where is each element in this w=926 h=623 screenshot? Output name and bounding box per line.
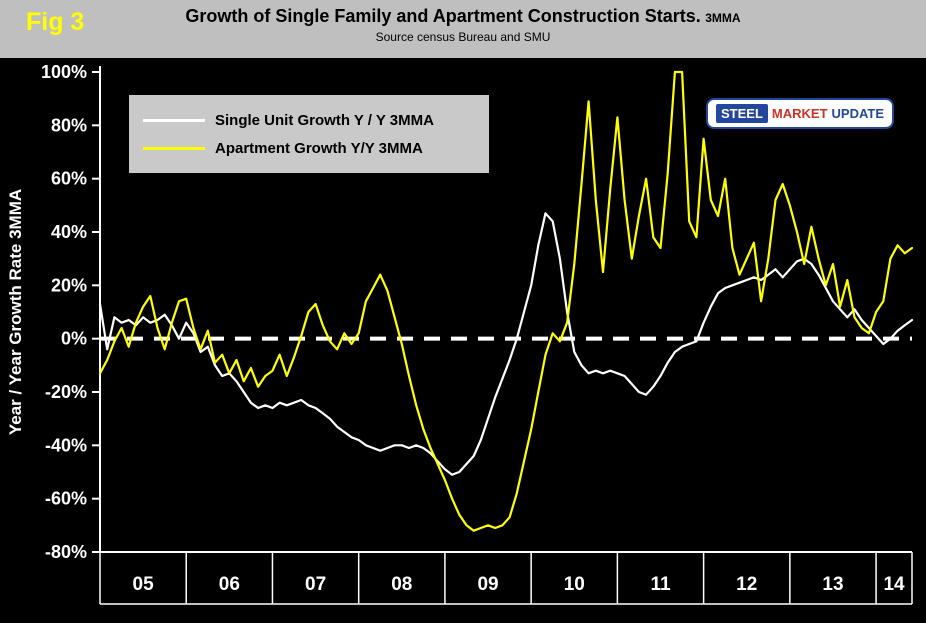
legend-label-apartment: Apartment Growth Y/Y 3MMA bbox=[215, 139, 423, 157]
logo-word-market: MARKET bbox=[771, 106, 828, 121]
y-axis-tick-label: 40% bbox=[51, 222, 87, 242]
logo-word-steel: STEEL bbox=[716, 104, 768, 123]
y-axis-tick-label: -60% bbox=[45, 489, 87, 509]
chart-region: 100% 80% 60% 40% 20% 0% -20% -40% -60% -80% 05 06 07… bbox=[0, 58, 926, 623]
y-axis-tick-label: 60% bbox=[51, 169, 87, 189]
fig-label: Fig 3 bbox=[26, 8, 85, 36]
legend-label-single-unit: Single Unit Growth Y / Y 3MMA bbox=[215, 111, 434, 129]
steel-market-update-logo: STEEL MARKET UPDATE bbox=[706, 98, 894, 129]
legend: Single Unit Growth Y / Y 3MMA Apartment … bbox=[128, 94, 490, 174]
legend-item-single-unit: Single Unit Growth Y / Y 3MMA bbox=[143, 106, 475, 134]
chart-subtitle: Source census Bureau and SMU bbox=[375, 30, 551, 44]
y-axis-tick-label: 20% bbox=[51, 275, 87, 295]
chart-canvas: 100% 80% 60% 40% 20% 0% -20% -40% -60% -80% 05 06 07… bbox=[41, 62, 914, 605]
single-unit-growth-line bbox=[98, 212, 914, 476]
y-axis-tick-label: 100% bbox=[41, 62, 87, 82]
y-axis-tick-label: -80% bbox=[45, 542, 87, 562]
x-axis-year-label: 07 bbox=[305, 574, 326, 595]
x-axis-year-label: 05 bbox=[133, 574, 155, 595]
chart-title: Growth of Single Family and Apartment Co… bbox=[185, 6, 701, 26]
y-axis-tick-label: 0% bbox=[61, 329, 87, 349]
y-axis-tick-label: 80% bbox=[51, 115, 87, 135]
chart-header: Fig 3 Growth of Single Family and Apartm… bbox=[0, 0, 926, 58]
y-axis-tick-label: -40% bbox=[45, 435, 87, 455]
x-axis-year-label: 11 bbox=[650, 574, 671, 595]
x-axis-year-label: 10 bbox=[564, 574, 585, 595]
title-block: Growth of Single Family and Apartment Co… bbox=[0, 6, 926, 44]
x-axis-year-label: 13 bbox=[822, 574, 843, 595]
y-axis-tick-label: -20% bbox=[45, 382, 87, 402]
logo-word-update: UPDATE bbox=[831, 106, 884, 121]
x-axis-year-label: 09 bbox=[477, 574, 498, 595]
apartment-growth-line bbox=[98, 70, 914, 532]
x-axis-year-label: 12 bbox=[736, 574, 757, 595]
apartment-line-swatch bbox=[143, 146, 205, 150]
single-unit-line-swatch bbox=[143, 118, 205, 122]
x-axis-year-label: 06 bbox=[219, 574, 240, 595]
chart-title-suffix: 3MMA bbox=[705, 11, 741, 25]
x-axis-year-label: 14 bbox=[883, 574, 905, 595]
y-axis-title: Year / Year Growth Rate 3MMA bbox=[6, 188, 25, 436]
legend-item-apartment: Apartment Growth Y/Y 3MMA bbox=[143, 134, 475, 162]
x-axis-year-label: 08 bbox=[391, 574, 412, 595]
